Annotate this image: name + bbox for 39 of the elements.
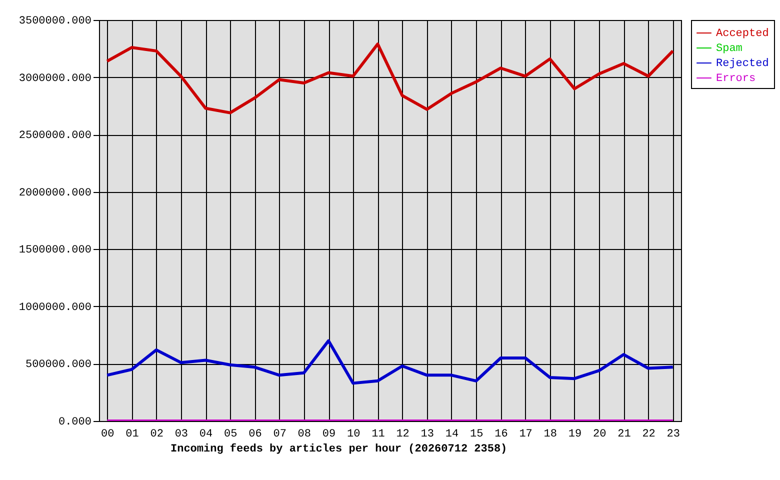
x-tick-label: 00 [101, 428, 114, 440]
x-axis-title: Incoming feeds by articles per hour (20260712 2358) [170, 442, 508, 456]
x-tick-label: 13 [420, 428, 434, 440]
x-tick-label: 11 [372, 428, 386, 440]
x-tick-label: 12 [396, 428, 410, 440]
x-tick-label: 21 [618, 428, 632, 440]
y-tick-label: 3500000.000 [18, 16, 92, 28]
x-tick-label: 10 [347, 428, 360, 440]
line-series [106, 42, 674, 114]
y-tick-label: 2000000.000 [18, 187, 92, 200]
x-tick-label: 16 [494, 428, 508, 440]
y-tick-label: 0.000 [58, 416, 92, 428]
y-tick-label: 1500000.000 [18, 244, 92, 257]
x-tick-label: 07 [273, 428, 286, 440]
x-tick-label: 09 [322, 428, 336, 440]
legend-label: Accepted [716, 28, 769, 40]
x-tick-label: 15 [470, 428, 484, 440]
y-tick-label: 3000000.000 [18, 72, 92, 85]
x-tick-label: 05 [224, 428, 238, 440]
x-tick-label: 22 [642, 428, 656, 440]
line-series [106, 339, 674, 385]
y-tick-label: 500000.000 [25, 359, 92, 372]
x-tick-label: 17 [519, 428, 532, 440]
legend-label: Rejected [716, 58, 769, 70]
x-tick-label: 03 [174, 428, 188, 440]
x-tick-label: 04 [199, 428, 214, 440]
x-tick-label: 08 [298, 428, 312, 440]
legend-label: Errors [716, 73, 756, 85]
x-tick-label: 01 [126, 428, 140, 440]
x-tick-label: 02 [150, 428, 164, 440]
y-tick-label: 1000000.000 [18, 302, 92, 314]
x-tick-label: 06 [248, 428, 262, 440]
x-tick-label: 14 [445, 428, 459, 440]
x-tick-label: 20 [592, 428, 606, 440]
x-tick-label: 18 [544, 428, 557, 440]
x-tick-label: 23 [666, 428, 680, 440]
y-tick-label: 2500000.000 [18, 130, 92, 142]
x-tick-label: 19 [568, 428, 582, 440]
legend-label: Spam [716, 43, 743, 55]
